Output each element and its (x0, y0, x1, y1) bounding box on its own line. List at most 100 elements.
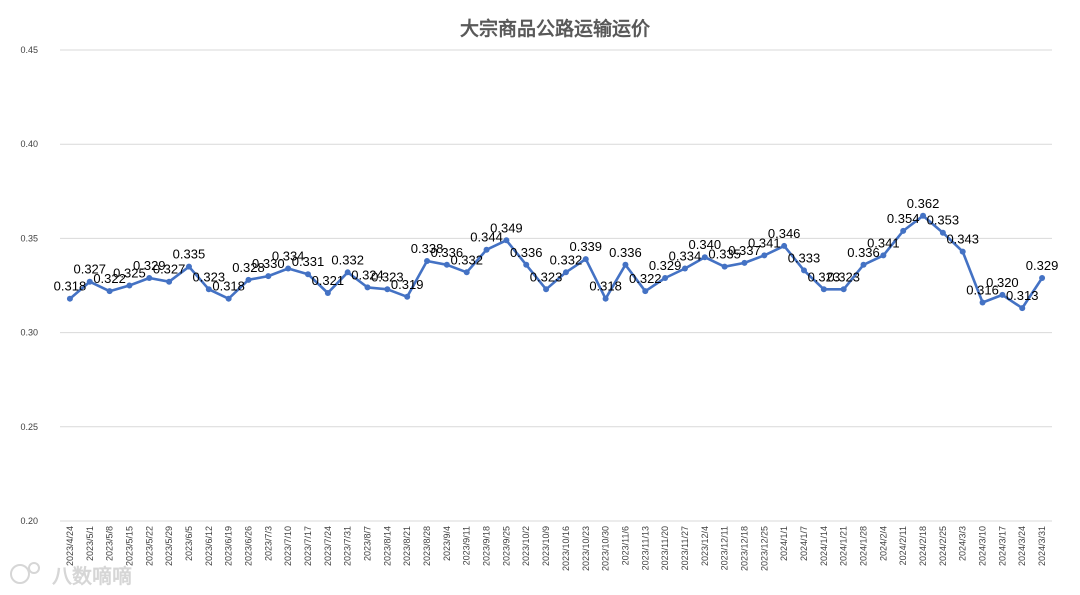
data-point (721, 263, 728, 270)
data-point (602, 295, 609, 302)
data-point (225, 295, 232, 302)
x-tick-label: 2024/1/21 (839, 526, 849, 566)
data-point (305, 271, 311, 278)
data-label: 0.329 (133, 258, 166, 273)
watermark-text: 八数嘀嘀 (52, 564, 132, 588)
data-point (285, 265, 292, 272)
data-label: 0.318 (212, 279, 245, 294)
y-axis-ticks: 0.45 0.40 0.35 0.30 0.25 0.20 (20, 45, 38, 526)
data-label: 0.354 (887, 211, 920, 226)
x-tick-label: 2023/7/24 (323, 526, 333, 566)
data-label: 0.332 (550, 252, 583, 267)
data-label: 0.319 (391, 277, 424, 292)
data-label: 0.323 (827, 269, 860, 284)
x-tick-label: 2023/6/5 (184, 526, 194, 561)
data-point (86, 278, 93, 285)
data-label: 0.323 (530, 269, 563, 284)
data-label: 0.327 (153, 262, 186, 277)
data-label: 0.334 (669, 249, 702, 264)
data-label: 0.362 (907, 196, 940, 211)
x-tick-label: 2023/9/11 (462, 526, 472, 565)
x-tick-label: 2024/2/4 (878, 526, 888, 561)
data-label: 0.318 (589, 279, 622, 294)
data-label: 0.341 (748, 235, 781, 250)
x-tick-label: 2023/5/15 (124, 526, 134, 566)
data-point (920, 212, 927, 219)
x-tick-label: 2023/11/20 (660, 526, 670, 570)
x-tick-label: 2023/5/22 (144, 526, 154, 566)
data-point (126, 282, 133, 289)
data-label: 0.335 (173, 247, 206, 262)
data-label: 0.322 (629, 271, 662, 286)
data-label: 0.336 (609, 245, 642, 260)
data-point (681, 265, 688, 272)
data-point (146, 274, 153, 281)
data-label: 0.323 (193, 269, 226, 284)
data-label: 0.333 (788, 250, 821, 265)
data-label: 0.335 (708, 247, 741, 262)
x-tick-label: 2023/9/25 (501, 526, 511, 566)
data-point (860, 261, 867, 268)
data-point (523, 261, 530, 268)
x-tick-label: 2024/3/17 (997, 526, 1007, 566)
data-point (463, 269, 470, 276)
x-tick-label: 2023/12/4 (700, 526, 710, 566)
data-label: 0.323 (808, 269, 841, 284)
data-label: 0.334 (272, 249, 305, 264)
data-points (66, 212, 1046, 312)
x-tick-label: 2023/6/12 (204, 526, 214, 566)
data-label: 0.318 (54, 279, 87, 294)
y-tick-label: 0.40 (20, 139, 38, 149)
data-label: 0.338 (411, 241, 444, 256)
x-tick-label: 2023/9/4 (442, 526, 452, 561)
data-point (761, 252, 768, 259)
x-tick-label: 2024/1/28 (859, 526, 869, 566)
data-label: 0.353 (927, 213, 960, 228)
data-point (205, 286, 212, 293)
x-tick-label: 2024/1/14 (819, 526, 829, 566)
data-label: 0.321 (312, 273, 345, 288)
x-tick-label: 2023/7/17 (303, 526, 313, 566)
data-point (959, 248, 966, 255)
x-tick-label: 2023/5/1 (85, 526, 95, 561)
data-label: 0.328 (232, 260, 265, 275)
x-axis-ticks: 2023/4/24 2023/5/1 2023/5/8 2023/5/15 2023/5… (65, 526, 1047, 571)
x-tick-label: 2023/11/27 (680, 526, 690, 570)
x-tick-label: 2023/7/3 (263, 526, 273, 561)
data-label: 0.322 (93, 271, 126, 286)
data-label: 0.349 (490, 220, 523, 235)
data-label: 0.341 (867, 235, 900, 250)
x-tick-label: 2023/8/7 (363, 526, 373, 561)
data-label: 0.343 (946, 232, 979, 247)
chart-title: 大宗商品公路运输运价 (460, 17, 651, 40)
data-label: 0.313 (1006, 288, 1039, 303)
x-tick-label: 2023/8/14 (382, 526, 392, 566)
x-tick-label: 2023/10/9 (541, 526, 551, 566)
x-tick-label: 2023/10/16 (561, 526, 571, 571)
x-tick-label: 2023/10/2 (521, 526, 531, 566)
data-point (662, 274, 669, 281)
data-point (66, 295, 73, 302)
gridlines (60, 49, 1052, 522)
y-tick-label: 0.35 (20, 233, 38, 243)
y-tick-label: 0.45 (20, 45, 38, 55)
data-label: 0.331 (292, 254, 325, 269)
x-tick-label: 2024/1/1 (779, 526, 789, 561)
data-label: 0.329 (1026, 258, 1059, 273)
y-tick-label: 0.25 (20, 422, 38, 432)
data-point (443, 261, 450, 268)
data-point (979, 299, 986, 306)
data-point (701, 254, 708, 261)
x-tick-label: 2023/8/21 (402, 526, 412, 566)
x-tick-label: 2024/3/10 (978, 526, 988, 566)
data-labels: 0.3180.3270.3220.3250.3290.3270.3350.323… (54, 196, 1059, 303)
data-label: 0.316 (966, 282, 999, 297)
data-label: 0.323 (371, 269, 404, 284)
x-tick-label: 2024/3/31 (1037, 526, 1047, 566)
x-tick-label: 2023/10/23 (581, 526, 591, 571)
data-label: 0.329 (649, 258, 682, 273)
x-tick-label: 2023/6/26 (243, 526, 253, 566)
data-point (582, 256, 589, 263)
data-label: 0.340 (689, 237, 722, 252)
